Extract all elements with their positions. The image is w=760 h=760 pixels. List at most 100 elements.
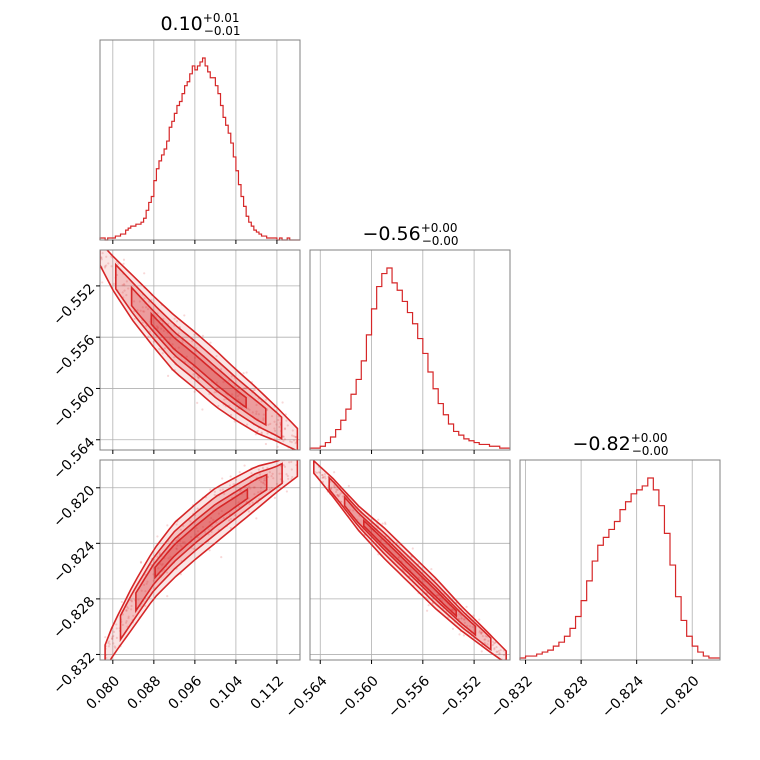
scatter-point <box>285 490 288 493</box>
scatter-point <box>146 580 149 583</box>
y-tick-label: −0.552 <box>50 281 98 329</box>
x-tick-label: 0.080 <box>84 673 124 713</box>
scatter-point <box>459 614 462 617</box>
scatter-point <box>248 408 251 411</box>
scatter-point <box>215 355 218 358</box>
scatter-point <box>259 490 262 493</box>
scatter-point <box>108 640 111 643</box>
scatter-point <box>125 280 128 283</box>
scatter-point <box>497 649 500 653</box>
scatter-point <box>144 573 147 576</box>
scatter-point <box>495 645 498 649</box>
scatter-point <box>495 650 498 653</box>
scatter-point <box>255 410 258 413</box>
scatter-point <box>110 637 114 640</box>
scatter-point <box>244 387 247 390</box>
scatter-point <box>189 520 192 523</box>
scatter-point <box>253 388 256 392</box>
scatter-point <box>276 445 279 448</box>
scatter-point <box>260 431 263 434</box>
scatter-point <box>229 413 233 417</box>
scatter-point <box>294 442 297 445</box>
scatter-point <box>236 394 240 398</box>
scatter-point <box>144 590 147 593</box>
scatter-point <box>229 517 232 521</box>
scatter-point <box>111 637 114 640</box>
scatter-point <box>466 624 469 627</box>
scatter-point <box>430 568 433 571</box>
scatter-point <box>238 505 241 509</box>
scatter-point <box>255 403 258 407</box>
scatter-point <box>335 488 338 491</box>
x-tick-label: −0.824 <box>599 673 647 721</box>
scatter-point <box>179 544 182 547</box>
scatter-point <box>185 355 188 358</box>
scatter-point <box>127 607 130 610</box>
scatter-point <box>145 306 148 309</box>
scatter-point <box>125 609 128 612</box>
scatter-point <box>158 574 161 577</box>
scatter-point <box>318 471 322 474</box>
scatter-point <box>496 650 499 654</box>
scatter-point <box>112 282 115 285</box>
hist-title-0: 0.10+0.01 <box>160 11 239 35</box>
scatter-point <box>290 468 293 471</box>
scatter-point <box>258 473 261 476</box>
scatter-point <box>107 641 110 645</box>
scatter-point <box>166 595 169 598</box>
scatter-point <box>316 471 319 474</box>
scatter-point <box>273 496 276 499</box>
scatter-point <box>213 493 216 496</box>
scatter-point <box>139 561 143 564</box>
x-tick-label: 0.112 <box>248 673 288 713</box>
scatter-point <box>285 473 288 476</box>
scatter-point <box>251 501 254 504</box>
scatter-point <box>278 425 281 429</box>
scatter-point <box>146 308 150 311</box>
scatter-point <box>236 407 240 411</box>
scatter-point <box>175 547 178 551</box>
scatter-point <box>152 340 155 343</box>
scatter-point <box>291 429 294 432</box>
scatter-point <box>212 518 215 521</box>
x-tick-label: −0.564 <box>283 673 331 721</box>
scatter-point <box>139 309 142 312</box>
scatter-point <box>458 613 461 616</box>
scatter-point <box>144 604 147 608</box>
scatter-point <box>292 435 295 438</box>
x-tick-label: −0.828 <box>544 673 592 721</box>
scatter-point <box>175 320 179 323</box>
scatter-point <box>395 541 399 545</box>
title-median: 0.10 <box>160 13 202 35</box>
scatter-point <box>209 341 212 344</box>
scatter-point <box>127 615 130 618</box>
scatter-point <box>273 420 276 423</box>
scatter-point <box>162 329 165 333</box>
scatter-point <box>213 490 216 493</box>
scatter-point <box>322 476 325 479</box>
scatter-point <box>317 471 321 474</box>
scatter-point <box>463 621 466 624</box>
scatter-point <box>323 473 327 476</box>
scatter-point <box>208 549 211 552</box>
scatter-point <box>141 321 144 324</box>
scatter-point <box>157 567 160 570</box>
scatter-point <box>262 479 266 482</box>
scatter-point <box>436 593 439 596</box>
scatter-point <box>254 433 257 436</box>
scatter-point <box>126 605 129 608</box>
scatter-point <box>152 579 155 582</box>
scatter-point <box>314 471 317 474</box>
scatter-point <box>262 413 265 416</box>
scatter-point <box>219 368 223 371</box>
scatter-point <box>257 413 260 416</box>
title-plus: +0.00 <box>421 221 458 235</box>
scatter-point <box>384 521 387 524</box>
pair-panel-2-1 <box>309 459 511 664</box>
contour-level-2 <box>130 285 267 427</box>
scatter-point <box>486 643 489 646</box>
scatter-point <box>234 514 237 517</box>
scatter-point <box>125 608 128 612</box>
scatter-point <box>246 423 249 426</box>
scatter-point <box>112 634 115 638</box>
